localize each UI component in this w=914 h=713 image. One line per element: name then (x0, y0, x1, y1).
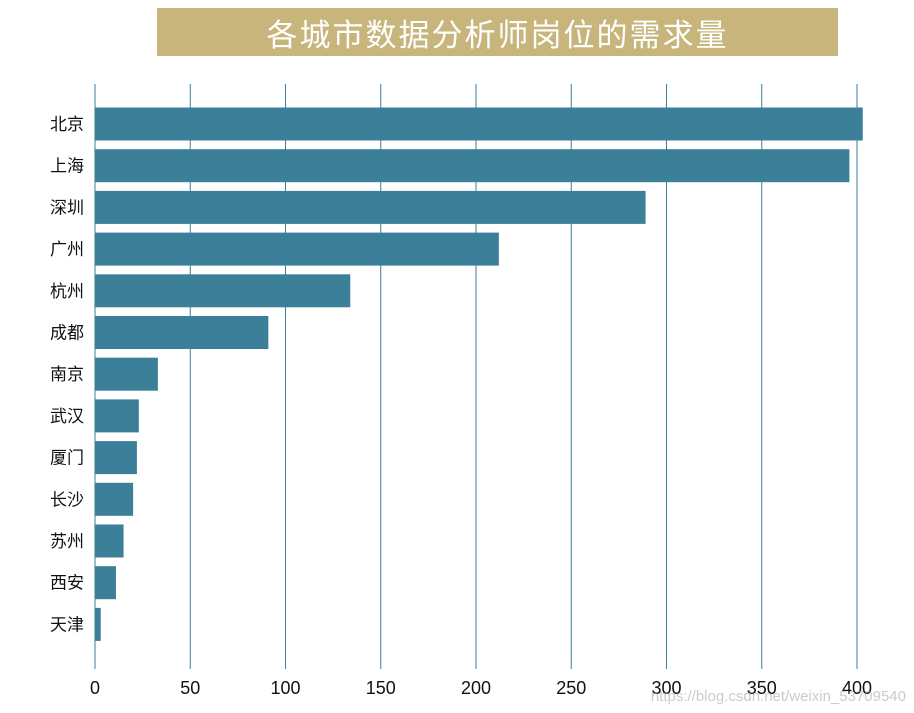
y-category-label: 南京 (50, 365, 84, 385)
bar-8 (95, 399, 139, 433)
watermark: https://blog.csdn.net/weixin_53709540 (650, 688, 906, 705)
bar-4 (95, 232, 499, 266)
x-tick-label: 300 (651, 678, 681, 698)
y-category-label: 广州 (50, 240, 84, 260)
y-category-label: 苏州 (50, 532, 84, 552)
y-category-label: 长沙 (50, 490, 84, 510)
bar-5 (95, 274, 351, 308)
y-category-label: 西安 (50, 574, 84, 594)
x-tick-label: 250 (556, 678, 586, 698)
bar-9 (95, 441, 137, 475)
x-tick-label: 100 (270, 678, 300, 698)
y-category-label: 成都 (50, 324, 84, 344)
x-tick-label: 350 (747, 678, 777, 698)
y-category-label: 武汉 (50, 407, 84, 427)
x-tick-label: 400 (842, 678, 872, 698)
bar-10 (95, 482, 134, 516)
chart-title-banner: 各城市数据分析师岗位的需求量 (157, 8, 838, 56)
bar-1 (95, 107, 863, 141)
y-category-label: 深圳 (50, 198, 84, 218)
x-tick-label: 200 (461, 678, 491, 698)
x-axis-ticks: 0 50 100 150 200 250 300 350 400 (90, 678, 872, 698)
bar-13 (95, 607, 101, 641)
y-category-label: 上海 (50, 157, 84, 177)
bar-11 (95, 524, 124, 558)
y-category-label: 北京 (50, 115, 84, 135)
y-category-label: 厦门 (50, 449, 84, 469)
x-tick-label: 150 (366, 678, 396, 698)
x-tick-label: 0 (90, 678, 100, 698)
bar-6 (95, 316, 269, 349)
bar-12 (95, 566, 116, 600)
bar-2 (95, 149, 850, 183)
y-category-label: 杭州 (50, 282, 84, 302)
bars (95, 107, 863, 641)
chart-title: 各城市数据分析师岗位的需求量 (266, 17, 729, 54)
bar-7 (95, 357, 158, 391)
y-category-label: 天津 (50, 615, 84, 635)
x-tick-label: 50 (180, 678, 200, 698)
bar-3 (95, 190, 646, 224)
